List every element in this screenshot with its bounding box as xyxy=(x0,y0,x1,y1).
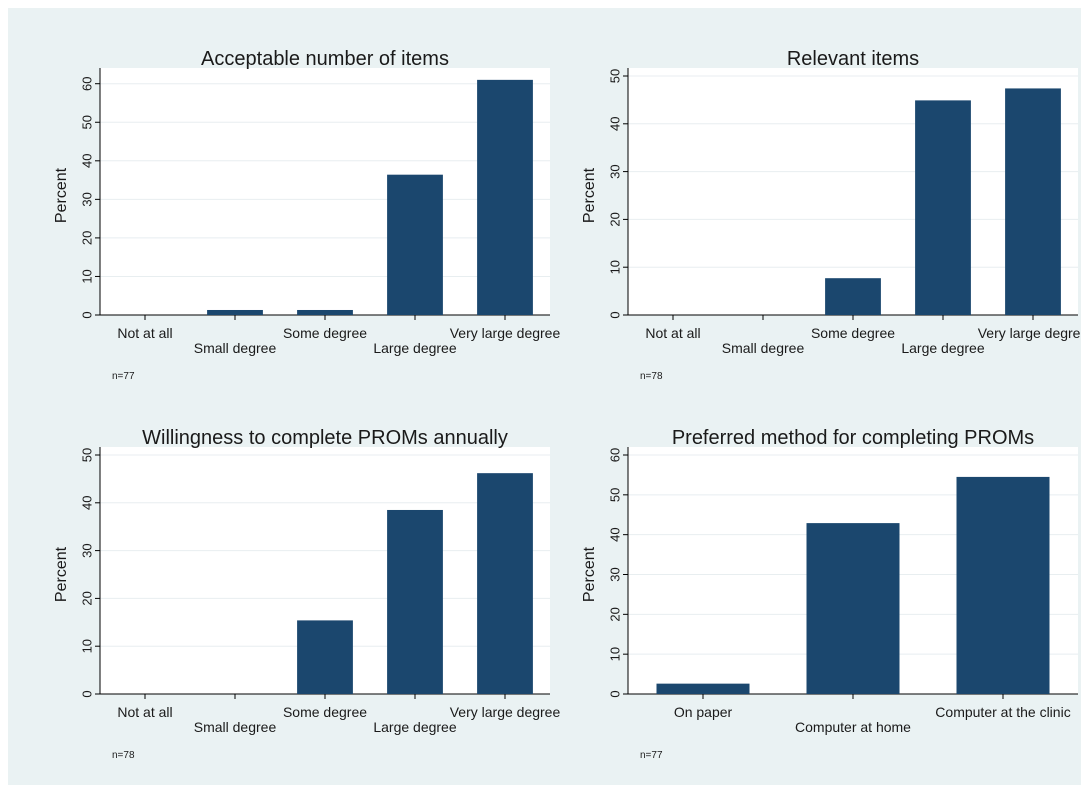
y-axis-label: Percent xyxy=(581,167,598,223)
chart-title: Preferred method for completing PROMs xyxy=(672,427,1034,449)
chart-title: Acceptable number of items xyxy=(201,48,449,70)
x-tick-label: Large degree xyxy=(373,719,457,735)
x-tick-label: Large degree xyxy=(373,340,457,356)
y-tick-label: 40 xyxy=(79,496,94,510)
y-axis-label: Percent xyxy=(53,167,70,223)
x-tick-label: Some degree xyxy=(811,325,895,341)
sample-size-note: n=77 xyxy=(112,371,135,382)
x-tick-label: Small degree xyxy=(194,719,277,735)
bar xyxy=(207,309,263,315)
bar xyxy=(297,620,353,694)
bar xyxy=(956,476,1050,694)
y-tick-label: 50 xyxy=(607,69,622,83)
x-tick-label: Very large degree xyxy=(450,325,561,341)
x-tick-label: Large degree xyxy=(901,340,985,356)
x-tick-label: Not at all xyxy=(117,704,172,720)
y-tick-label: 10 xyxy=(79,639,94,653)
chart-title: Relevant items xyxy=(787,48,919,70)
y-tick-label: 30 xyxy=(79,192,94,206)
bar xyxy=(297,309,353,315)
x-tick-label: Not at all xyxy=(645,325,700,341)
sample-size-note: n=78 xyxy=(112,750,135,761)
y-tick-label: 30 xyxy=(607,567,622,581)
y-tick-label: 60 xyxy=(79,76,94,90)
bar xyxy=(477,473,533,694)
figure: 0 10 20 30 40 50 60 Not at all Small degree Some … xyxy=(8,8,1088,785)
y-tick-label: 10 xyxy=(607,647,622,661)
y-tick-label: 10 xyxy=(607,260,622,274)
y-tick-label: 0 xyxy=(607,690,622,697)
y-tick-label: 50 xyxy=(607,488,622,502)
x-tick-label: Small degree xyxy=(194,340,277,356)
y-tick-label: 60 xyxy=(607,448,622,462)
x-tick-label: Computer at the clinic xyxy=(935,704,1070,720)
plot-area xyxy=(628,68,1078,315)
x-tick-label: Not at all xyxy=(117,325,172,341)
bar xyxy=(387,174,443,315)
y-tick-label: 30 xyxy=(607,164,622,178)
y-tick-label: 10 xyxy=(79,269,94,283)
y-tick-label: 40 xyxy=(607,117,622,131)
x-tick-label: On paper xyxy=(674,704,733,720)
sample-size-note: n=78 xyxy=(640,371,663,382)
bar xyxy=(656,683,750,694)
chart-grid: 0 10 20 30 40 50 60 Not at all Small degree Some … xyxy=(53,48,1088,761)
chart-title: Willingness to complete PROMs annually xyxy=(142,427,508,449)
y-axis-label: Percent xyxy=(581,546,598,602)
y-tick-label: 20 xyxy=(607,607,622,621)
y-tick-label: 50 xyxy=(79,115,94,129)
x-tick-label: Some degree xyxy=(283,325,367,341)
y-tick-label: 20 xyxy=(607,212,622,226)
y-tick-label: 40 xyxy=(607,527,622,541)
sample-size-note: n=77 xyxy=(640,750,663,761)
y-tick-label: 0 xyxy=(607,311,622,318)
plot-area xyxy=(100,68,550,315)
x-tick-label: Computer at home xyxy=(795,719,911,735)
bar xyxy=(1005,88,1061,315)
x-tick-label: Very large degree xyxy=(450,704,561,720)
x-tick-label: Small degree xyxy=(722,340,805,356)
bar xyxy=(825,278,881,315)
y-tick-label: 20 xyxy=(79,231,94,245)
x-tick-label: Some degree xyxy=(283,704,367,720)
y-tick-label: 0 xyxy=(79,690,94,697)
bar xyxy=(806,523,900,694)
x-tick-label: Very large degree xyxy=(978,325,1081,341)
y-tick-label: 20 xyxy=(79,591,94,605)
bar xyxy=(915,100,971,316)
y-tick-label: 30 xyxy=(79,543,94,557)
y-tick-label: 40 xyxy=(79,154,94,168)
y-tick-label: 50 xyxy=(79,448,94,462)
bar xyxy=(387,509,443,694)
y-tick-label: 0 xyxy=(79,311,94,318)
bar xyxy=(477,79,533,316)
y-axis-label: Percent xyxy=(53,546,70,602)
